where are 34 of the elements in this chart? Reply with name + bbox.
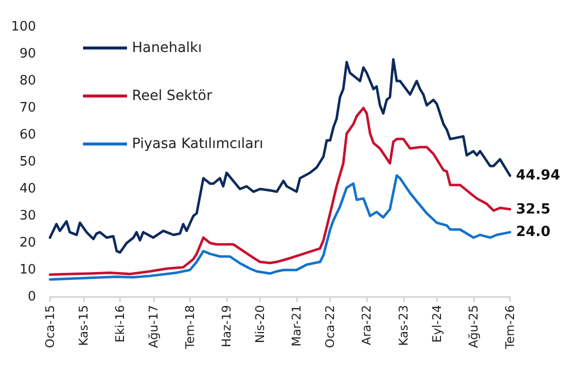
y-tick-label: 10 <box>19 262 36 278</box>
y-tick-label: 90 <box>19 46 36 62</box>
y-tick-label: 80 <box>19 74 36 88</box>
legend-label: Piyasa Katılımcıları <box>132 136 264 152</box>
y-tick-label: 60 <box>19 128 36 142</box>
x-tick-label: Oca-15 <box>43 305 57 348</box>
x-tick-label: Mar-21 <box>290 305 304 346</box>
x-tick-label: Ağu-17 <box>146 305 160 348</box>
x-tick-label: Eyl-24 <box>430 305 444 343</box>
x-tick-label: Tem-26 <box>503 305 517 350</box>
y-tick-label: 70 <box>19 100 36 116</box>
line-series <box>48 174 512 281</box>
x-tick-label: Eki-16 <box>113 305 127 342</box>
line-series <box>48 106 512 276</box>
x-tick-label: Ara-22 <box>360 305 374 346</box>
x-tick-label: Kas-15 <box>76 305 90 346</box>
legend-label: Reel Sektör <box>132 88 212 104</box>
y-tick-label: 30 <box>19 208 36 224</box>
x-tick-label: Nis-20 <box>253 305 268 344</box>
x-tick-label: Kas-23 <box>396 305 410 346</box>
line-series <box>48 58 512 254</box>
annotation: 44.94 <box>516 168 561 184</box>
annotation: 32.5 <box>516 201 551 218</box>
annotation: 24.0 <box>516 224 551 240</box>
x-tick-label: Ağu-25 <box>466 305 480 348</box>
y-tick-label: 0 <box>28 290 36 304</box>
legend-label: Hanehalkı <box>132 40 202 56</box>
y-tick-label: 20 <box>19 236 36 250</box>
x-tick-label: Haz-19 <box>220 305 234 348</box>
y-tick-label: 50 <box>19 154 36 170</box>
y-tick-label: 40 <box>19 182 36 196</box>
x-tick-label: Oca-22 <box>323 305 338 348</box>
y-tick-label: 100 <box>11 20 36 34</box>
x-tick-label: Tem-18 <box>182 305 197 350</box>
